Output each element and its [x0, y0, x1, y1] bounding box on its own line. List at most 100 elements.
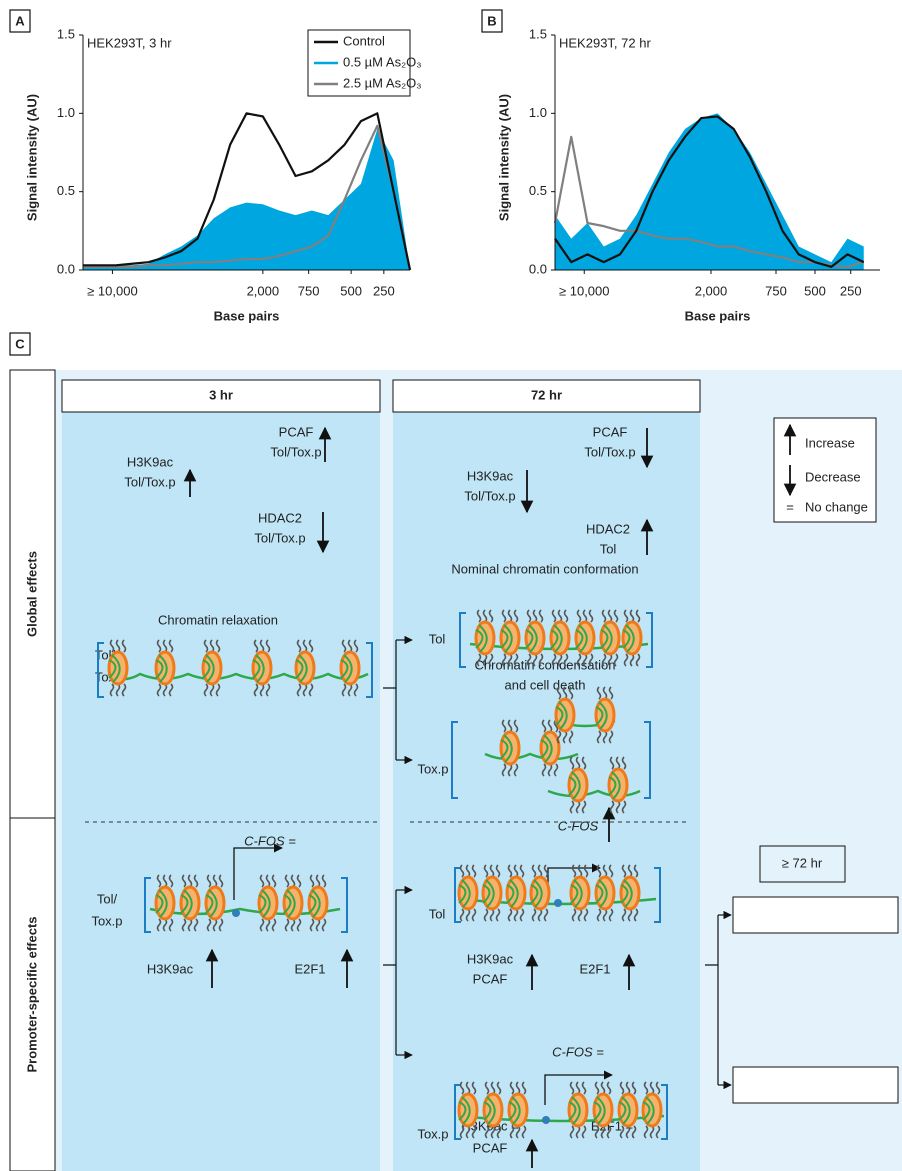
x-axis-label: Base pairs — [685, 308, 751, 323]
histone-tail — [109, 683, 115, 697]
histone-tail — [602, 908, 608, 922]
histone-tail — [265, 874, 271, 888]
diagram-label: H3K9ac — [467, 951, 514, 966]
line-series — [553, 135, 865, 268]
row-header — [9, 369, 56, 819]
line-series — [554, 115, 865, 268]
histone-tail — [353, 683, 359, 697]
histone-tail — [627, 908, 633, 922]
histone-tail — [121, 639, 127, 653]
nucleosome — [154, 885, 176, 921]
histone-tail — [569, 1125, 575, 1139]
histone-tail — [187, 918, 193, 932]
histone-tail — [526, 653, 532, 667]
histone-tail — [484, 1081, 490, 1095]
histone-tail — [507, 864, 513, 878]
histone-tail — [596, 864, 602, 878]
histone-tail — [507, 719, 513, 733]
histone-tail — [465, 1125, 471, 1139]
histone-tail — [608, 908, 614, 922]
histone-tail — [308, 683, 314, 697]
diagram-label: Tol/Tox.p — [254, 530, 305, 545]
histone-tail — [576, 653, 582, 667]
histone-tail — [315, 874, 321, 888]
histone-tail — [606, 1081, 612, 1095]
column-header-label: 3 hr — [209, 387, 233, 402]
histone-tail — [465, 908, 471, 922]
histone-tail — [488, 653, 494, 667]
histone-tail — [341, 683, 347, 697]
histone-tail — [495, 864, 501, 878]
histone-tail — [115, 683, 121, 697]
histone-tail — [569, 1081, 575, 1095]
histone-tail — [259, 874, 265, 888]
diagram-label: Tol/Tox.p — [270, 444, 321, 459]
dna-wrap — [595, 879, 608, 908]
nucleosome — [549, 620, 571, 656]
nucleosome — [457, 1092, 479, 1128]
histone-tail — [271, 918, 277, 932]
histone-tail — [284, 918, 290, 932]
nucleosome — [307, 885, 329, 921]
histone-tail — [181, 918, 187, 932]
histone-tail — [623, 609, 629, 623]
histone-tail — [302, 683, 308, 697]
histone-tail — [471, 864, 477, 878]
histone-tail — [347, 639, 353, 653]
nucleosome — [619, 875, 641, 911]
histone-tail — [121, 683, 127, 697]
histone-tail — [321, 918, 327, 932]
dna-wrap — [608, 771, 621, 800]
column-72hr — [393, 412, 700, 1171]
bracket — [97, 642, 104, 698]
histone-tail — [575, 1081, 581, 1095]
histone-tail — [218, 918, 224, 932]
histone-tail — [203, 639, 209, 653]
histone-tail — [526, 609, 532, 623]
histone-tail — [649, 1125, 655, 1139]
dna-wrap — [540, 734, 553, 763]
nucleosome — [599, 620, 621, 656]
histone-tail — [296, 918, 302, 932]
legend-label: No change — [805, 499, 868, 514]
histone-tail — [569, 756, 575, 770]
y-axis-label: Signal intensity (AU) — [496, 94, 511, 221]
x-tick-label: 750 — [298, 283, 320, 298]
x-tick-label: 2,000 — [695, 283, 728, 298]
histone-tail — [655, 1081, 661, 1095]
diagram-label: Nominal chromatin conformation — [451, 561, 638, 576]
histone-tail — [490, 1081, 496, 1095]
dna-wrap — [295, 654, 308, 683]
histone-tail — [562, 730, 568, 744]
histone-tail — [563, 653, 569, 667]
histone-tail — [541, 719, 547, 733]
histone-tail — [193, 918, 199, 932]
histone-tail — [537, 864, 543, 878]
diagram-label: C-FOS = — [552, 1044, 604, 1059]
row-header — [9, 817, 56, 1171]
histone-tail — [562, 686, 568, 700]
histone-tail — [156, 639, 162, 653]
dna-wrap — [575, 624, 588, 653]
nucleosome — [617, 1092, 639, 1128]
histone-tail — [489, 908, 495, 922]
column-3hr — [62, 412, 380, 1171]
histone-tail — [621, 756, 627, 770]
legend-label: Decrease — [805, 469, 861, 484]
histone-tail — [471, 1081, 477, 1095]
diagram-label: ≥ 72 hr — [782, 855, 823, 870]
nucleosome — [554, 697, 576, 733]
histone-tail — [607, 609, 613, 623]
histone-tail — [541, 763, 547, 777]
histone-tail — [187, 874, 193, 888]
histone-tail — [309, 918, 315, 932]
x-tick-label: 500 — [804, 283, 826, 298]
diagram-label: Tol/ — [97, 891, 118, 906]
box — [732, 1066, 899, 1104]
histone-tail — [619, 1125, 625, 1139]
panel-label-box — [481, 9, 503, 33]
histone-tail — [635, 653, 641, 667]
dna-wrap — [642, 1096, 655, 1125]
panel-label-box — [9, 332, 31, 356]
